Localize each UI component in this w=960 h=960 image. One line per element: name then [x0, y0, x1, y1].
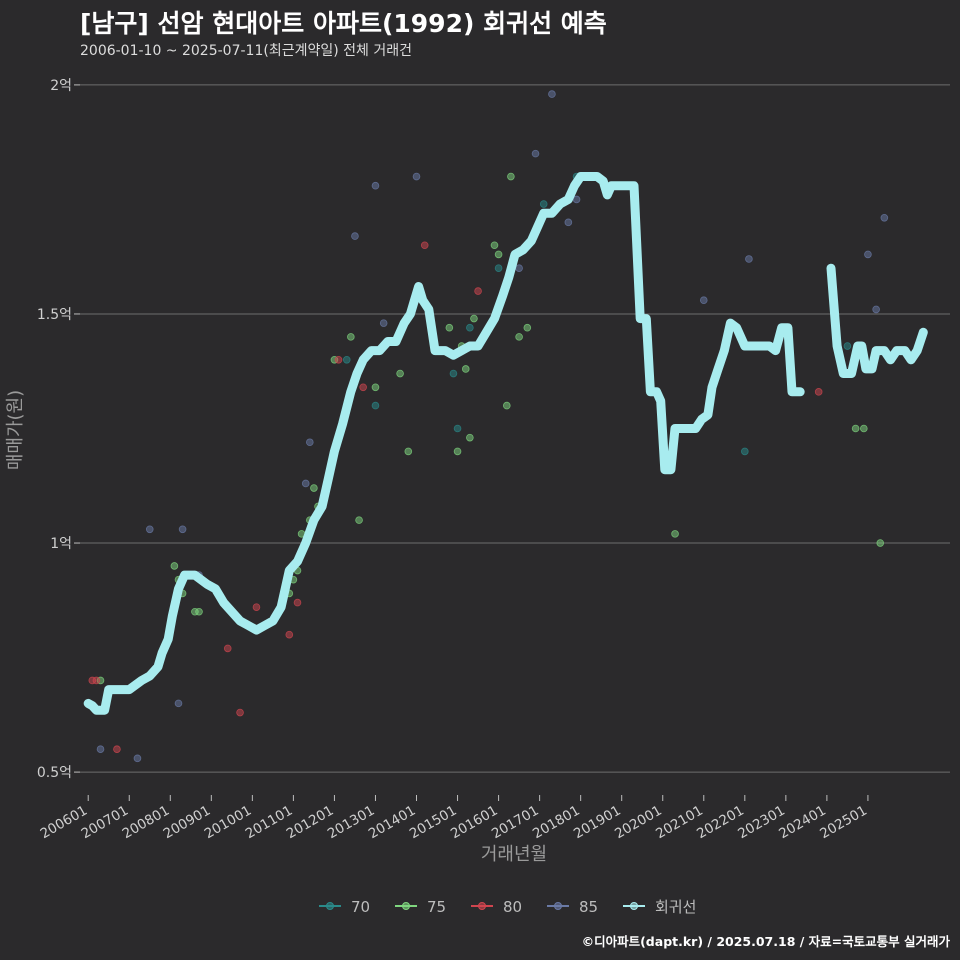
data-point — [453, 447, 462, 456]
data-point — [445, 323, 454, 332]
regression-line — [83, 172, 928, 715]
legend-label: 75 — [427, 898, 446, 916]
y-axis-ticks: 0.5억 1억 1.5억 2억 — [37, 78, 80, 781]
data-point — [379, 319, 388, 327]
data-point — [515, 264, 523, 272]
data-point — [236, 708, 244, 717]
data-point — [449, 369, 458, 378]
data-point — [347, 333, 355, 341]
data-point — [195, 607, 203, 616]
data-point — [876, 539, 885, 547]
data-point — [474, 287, 482, 295]
page-title: [남구] 선암 현대아트 아파트(1992) 회귀선 예측 — [80, 9, 607, 38]
data-point — [420, 241, 429, 250]
data-point — [293, 598, 302, 607]
data-point — [355, 516, 363, 524]
data-point — [466, 433, 474, 442]
data-point — [170, 562, 179, 570]
data-point — [301, 479, 310, 488]
data-point — [864, 250, 872, 259]
data-point — [351, 232, 359, 240]
legend-marker — [478, 902, 486, 910]
data-point — [745, 255, 753, 263]
regression-line-segment — [826, 263, 928, 378]
grid-lines — [80, 84, 950, 773]
data-point — [564, 218, 573, 227]
data-point — [466, 323, 474, 332]
data-point — [515, 333, 523, 341]
data-point — [502, 401, 511, 410]
data-point — [396, 369, 404, 378]
legend-label: 80 — [503, 898, 522, 916]
data-point — [843, 342, 852, 350]
credit-text: ©디아파트(dapt.kr) / 2025.07.18 / 자료=국토교통부 실… — [581, 934, 950, 949]
data-point — [699, 296, 708, 305]
data-point — [548, 90, 556, 98]
data-point — [404, 447, 413, 456]
data-point — [851, 424, 860, 433]
data-point — [860, 424, 868, 433]
data-point — [453, 424, 462, 433]
y-tick-label: 2억 — [50, 78, 72, 94]
data-point — [412, 172, 421, 181]
legend: 70 75 80 85 회귀선 — [319, 898, 696, 916]
data-point — [371, 401, 380, 410]
data-point — [178, 525, 187, 534]
y-axis-label: 매매가(원) — [5, 390, 26, 470]
legend-label: 회귀선 — [655, 898, 696, 916]
legend-marker — [630, 902, 638, 910]
data-point — [523, 323, 532, 332]
data-point — [334, 355, 343, 364]
data-point — [310, 484, 318, 492]
data-point — [96, 745, 105, 753]
regression-line-segment — [83, 172, 805, 715]
data-point — [342, 355, 351, 364]
data-point — [814, 388, 823, 396]
data-point — [92, 676, 101, 685]
data-point — [306, 438, 314, 447]
data-point — [494, 264, 503, 272]
scatter-points — [88, 90, 889, 763]
data-point — [539, 200, 548, 208]
y-tick-label: 1.5억 — [37, 307, 72, 323]
data-point — [285, 630, 294, 639]
data-point — [494, 250, 503, 259]
data-point — [490, 241, 499, 250]
data-point — [174, 699, 183, 708]
data-point — [145, 525, 154, 534]
data-point — [133, 754, 142, 763]
page-subtitle: 2006-01-10 ~ 2025-07-11(최근계약일) 전체 거래건 — [80, 43, 412, 59]
x-axis-ticks: 2006012007012008012009012010012011012012… — [38, 795, 870, 842]
x-axis-label: 거래년월 — [481, 844, 547, 865]
legend-label: 70 — [351, 898, 370, 916]
y-tick-label: 0.5억 — [37, 765, 72, 781]
data-point — [359, 383, 367, 392]
legend-marker — [554, 902, 562, 910]
data-point — [252, 603, 261, 611]
data-point — [371, 181, 380, 190]
data-point — [872, 305, 880, 314]
data-point — [671, 530, 679, 538]
data-point — [371, 383, 380, 392]
data-point — [461, 365, 470, 373]
data-point — [223, 644, 232, 653]
data-point — [470, 314, 478, 323]
legend-label: 85 — [579, 898, 598, 916]
legend-marker — [402, 902, 410, 910]
legend-marker — [326, 902, 334, 910]
data-point — [507, 172, 515, 181]
data-point — [741, 447, 749, 456]
data-point — [113, 745, 121, 753]
data-point — [880, 213, 889, 222]
data-point — [531, 149, 540, 158]
x-tick-label: 202501 — [817, 803, 870, 843]
y-tick-label: 1억 — [50, 536, 72, 552]
